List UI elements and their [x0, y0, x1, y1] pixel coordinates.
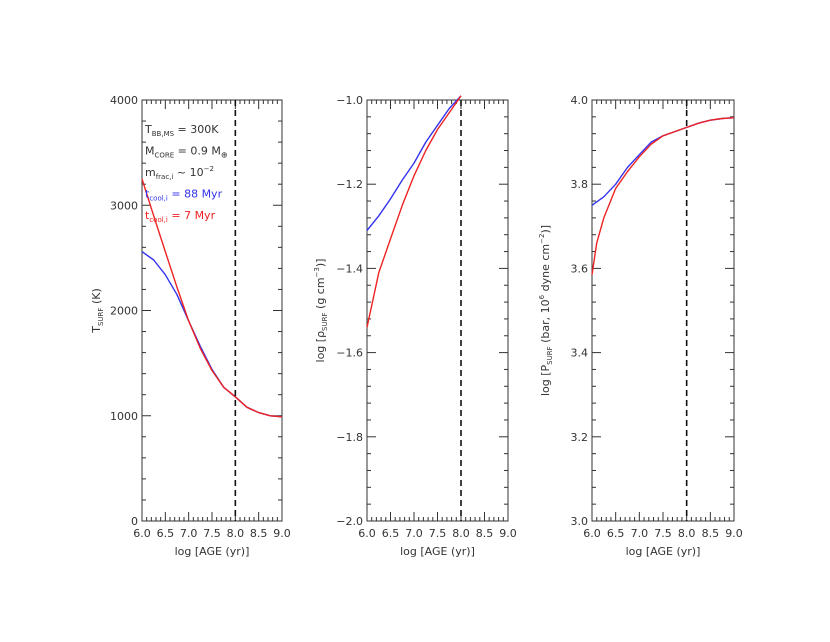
x-tick-label: 8.0 [678, 527, 696, 540]
y-tick-label: 3.0 [571, 515, 589, 528]
y-axis-label-tail: (bar, 10 [539, 299, 552, 346]
y-axis-label-sub: SURF [546, 346, 554, 364]
annotation-sub: CORE [155, 152, 175, 160]
panel-3: 6.0 6.5 7.0 7.5 8.0 8.5 9.0 3.0 3.2 3.4 3.6 3.8 4.0 l… [538, 94, 743, 558]
y-tick-label: −1.4 [336, 262, 363, 275]
series-line-red [366, 95, 462, 328]
y-axis-label-main: log [P [539, 364, 552, 396]
x-tick-label: 6.0 [133, 527, 151, 540]
x-tick-label: 8.5 [476, 527, 494, 540]
annotation-main: T [144, 123, 152, 136]
annotation-main: m [145, 166, 156, 179]
y-axis-label-main: log [ρ [314, 331, 327, 363]
y-axis-label: TSURF (K) [90, 288, 105, 334]
x-tick-label: 7.5 [429, 527, 447, 540]
annotation-tail-sub: ⊕ [221, 151, 228, 160]
x-tick-label: 7.0 [180, 527, 198, 540]
y-tick-label: 3.2 [571, 431, 589, 444]
x-tick-label: 7.5 [654, 527, 672, 540]
x-tick-label: 7.0 [405, 527, 423, 540]
y-tick-label: −1.2 [336, 178, 363, 191]
annotation-main: t [145, 188, 150, 201]
x-tick-label: 9.0 [499, 527, 517, 540]
y-tick-label: 3.6 [571, 262, 589, 275]
y-axis-label-end2: )] [539, 225, 552, 234]
x-tick-label: 8.5 [702, 527, 720, 540]
y-tick-label: 4.0 [571, 94, 589, 107]
plot-frame [141, 99, 283, 522]
x-tick-label: 7.5 [203, 527, 221, 540]
annotation-5: tcool,i = 7 Myr [145, 209, 216, 224]
y-axis-label: log [ρSURF (g cm−3)] [313, 259, 329, 363]
y-tick-label: 3.4 [571, 347, 589, 360]
y-axis-label-main: T [90, 326, 103, 334]
annotation-main: M [145, 145, 155, 158]
y-tick-label: 3000 [110, 199, 138, 212]
annotation-1: TBB,MS = 300K [144, 123, 219, 138]
y-tick-label: 1000 [110, 410, 138, 423]
y-axis-label-end: dyne cm [539, 244, 552, 295]
annotation-tail: = 300K [174, 123, 219, 136]
plot-frame [366, 99, 509, 522]
series-line-blue [366, 95, 462, 231]
x-axis-label: log [AGE (yr)] [400, 545, 475, 558]
series-line-blue [141, 251, 283, 418]
x-tick-label: 6.5 [157, 527, 175, 540]
x-tick-label: 8.0 [227, 527, 245, 540]
annotation-tail: = 88 Myr [168, 188, 223, 201]
y-axis-label-sup: 6 [538, 294, 546, 299]
x-tick-label: 9.0 [725, 527, 743, 540]
x-tick-label: 6.5 [607, 527, 625, 540]
y-axis-label-tail: (g cm [314, 277, 327, 312]
y-tick-label: −1.8 [336, 431, 363, 444]
annotation-sub: frac,i [156, 173, 174, 181]
y-tick-label: 4000 [110, 94, 138, 107]
annotation-tail: = 7 Myr [168, 209, 216, 222]
annotation-tail: = 0.9 M [174, 145, 221, 158]
x-tick-label: 8.5 [250, 527, 268, 540]
panel-2: 6.0 6.5 7.0 7.5 8.0 8.5 9.0 −2.0 −1.8 −1.6 −1.4 −1.… [313, 94, 517, 558]
series-line-red [591, 117, 735, 275]
x-axis-label: log [AGE (yr)] [626, 545, 701, 558]
y-axis-label-sub: SURF [97, 308, 105, 326]
annotation-sub: cool,i [149, 216, 168, 224]
plot-frame [591, 99, 735, 522]
y-axis-label-tail: (K) [90, 288, 103, 307]
y-tick-label: 3.8 [571, 178, 589, 191]
series-line-blue [591, 117, 735, 206]
annotation-main: t [145, 209, 150, 222]
y-axis-label-end: )] [314, 259, 327, 268]
annotation-tail: ~ 10 [173, 166, 203, 179]
annotation-4: tcool,i = 88 Myr [145, 188, 223, 203]
x-tick-label: 7.0 [631, 527, 649, 540]
annotation-sub: BB,MS [152, 130, 175, 138]
y-tick-label: −2.0 [336, 515, 363, 528]
y-tick-label: 0 [131, 515, 138, 528]
y-tick-label: −1.6 [336, 347, 363, 360]
annotation-sub: cool,i [149, 195, 168, 203]
y-tick-label: −1.0 [336, 94, 363, 107]
annotation-tail-sup: −2 [204, 165, 214, 173]
x-tick-label: 6.0 [583, 527, 601, 540]
y-axis-label: log [PSURF (bar, 106 dyne cm−2)] [538, 225, 554, 396]
annotation-3: mfrac,i ~ 10−2 [145, 165, 214, 181]
x-axis-label: log [AGE (yr)] [175, 545, 250, 558]
x-tick-label: 6.0 [358, 527, 376, 540]
annotation-2: MCORE = 0.9 M⊕ [145, 145, 228, 160]
x-tick-label: 8.0 [452, 527, 470, 540]
x-tick-label: 9.0 [273, 527, 291, 540]
series-line-red [141, 178, 283, 418]
y-axis-label-sup2: −2 [538, 234, 546, 244]
y-tick-label: 2000 [110, 305, 138, 318]
panel-1: 6.0 6.5 7.0 7.5 8.0 8.5 9.0 0 1000 2000 3000 4000 lo… [90, 94, 291, 558]
y-axis-label-sub: SURF [321, 312, 329, 330]
y-axis-label-sup: −3 [313, 267, 321, 277]
x-tick-label: 6.5 [382, 527, 400, 540]
